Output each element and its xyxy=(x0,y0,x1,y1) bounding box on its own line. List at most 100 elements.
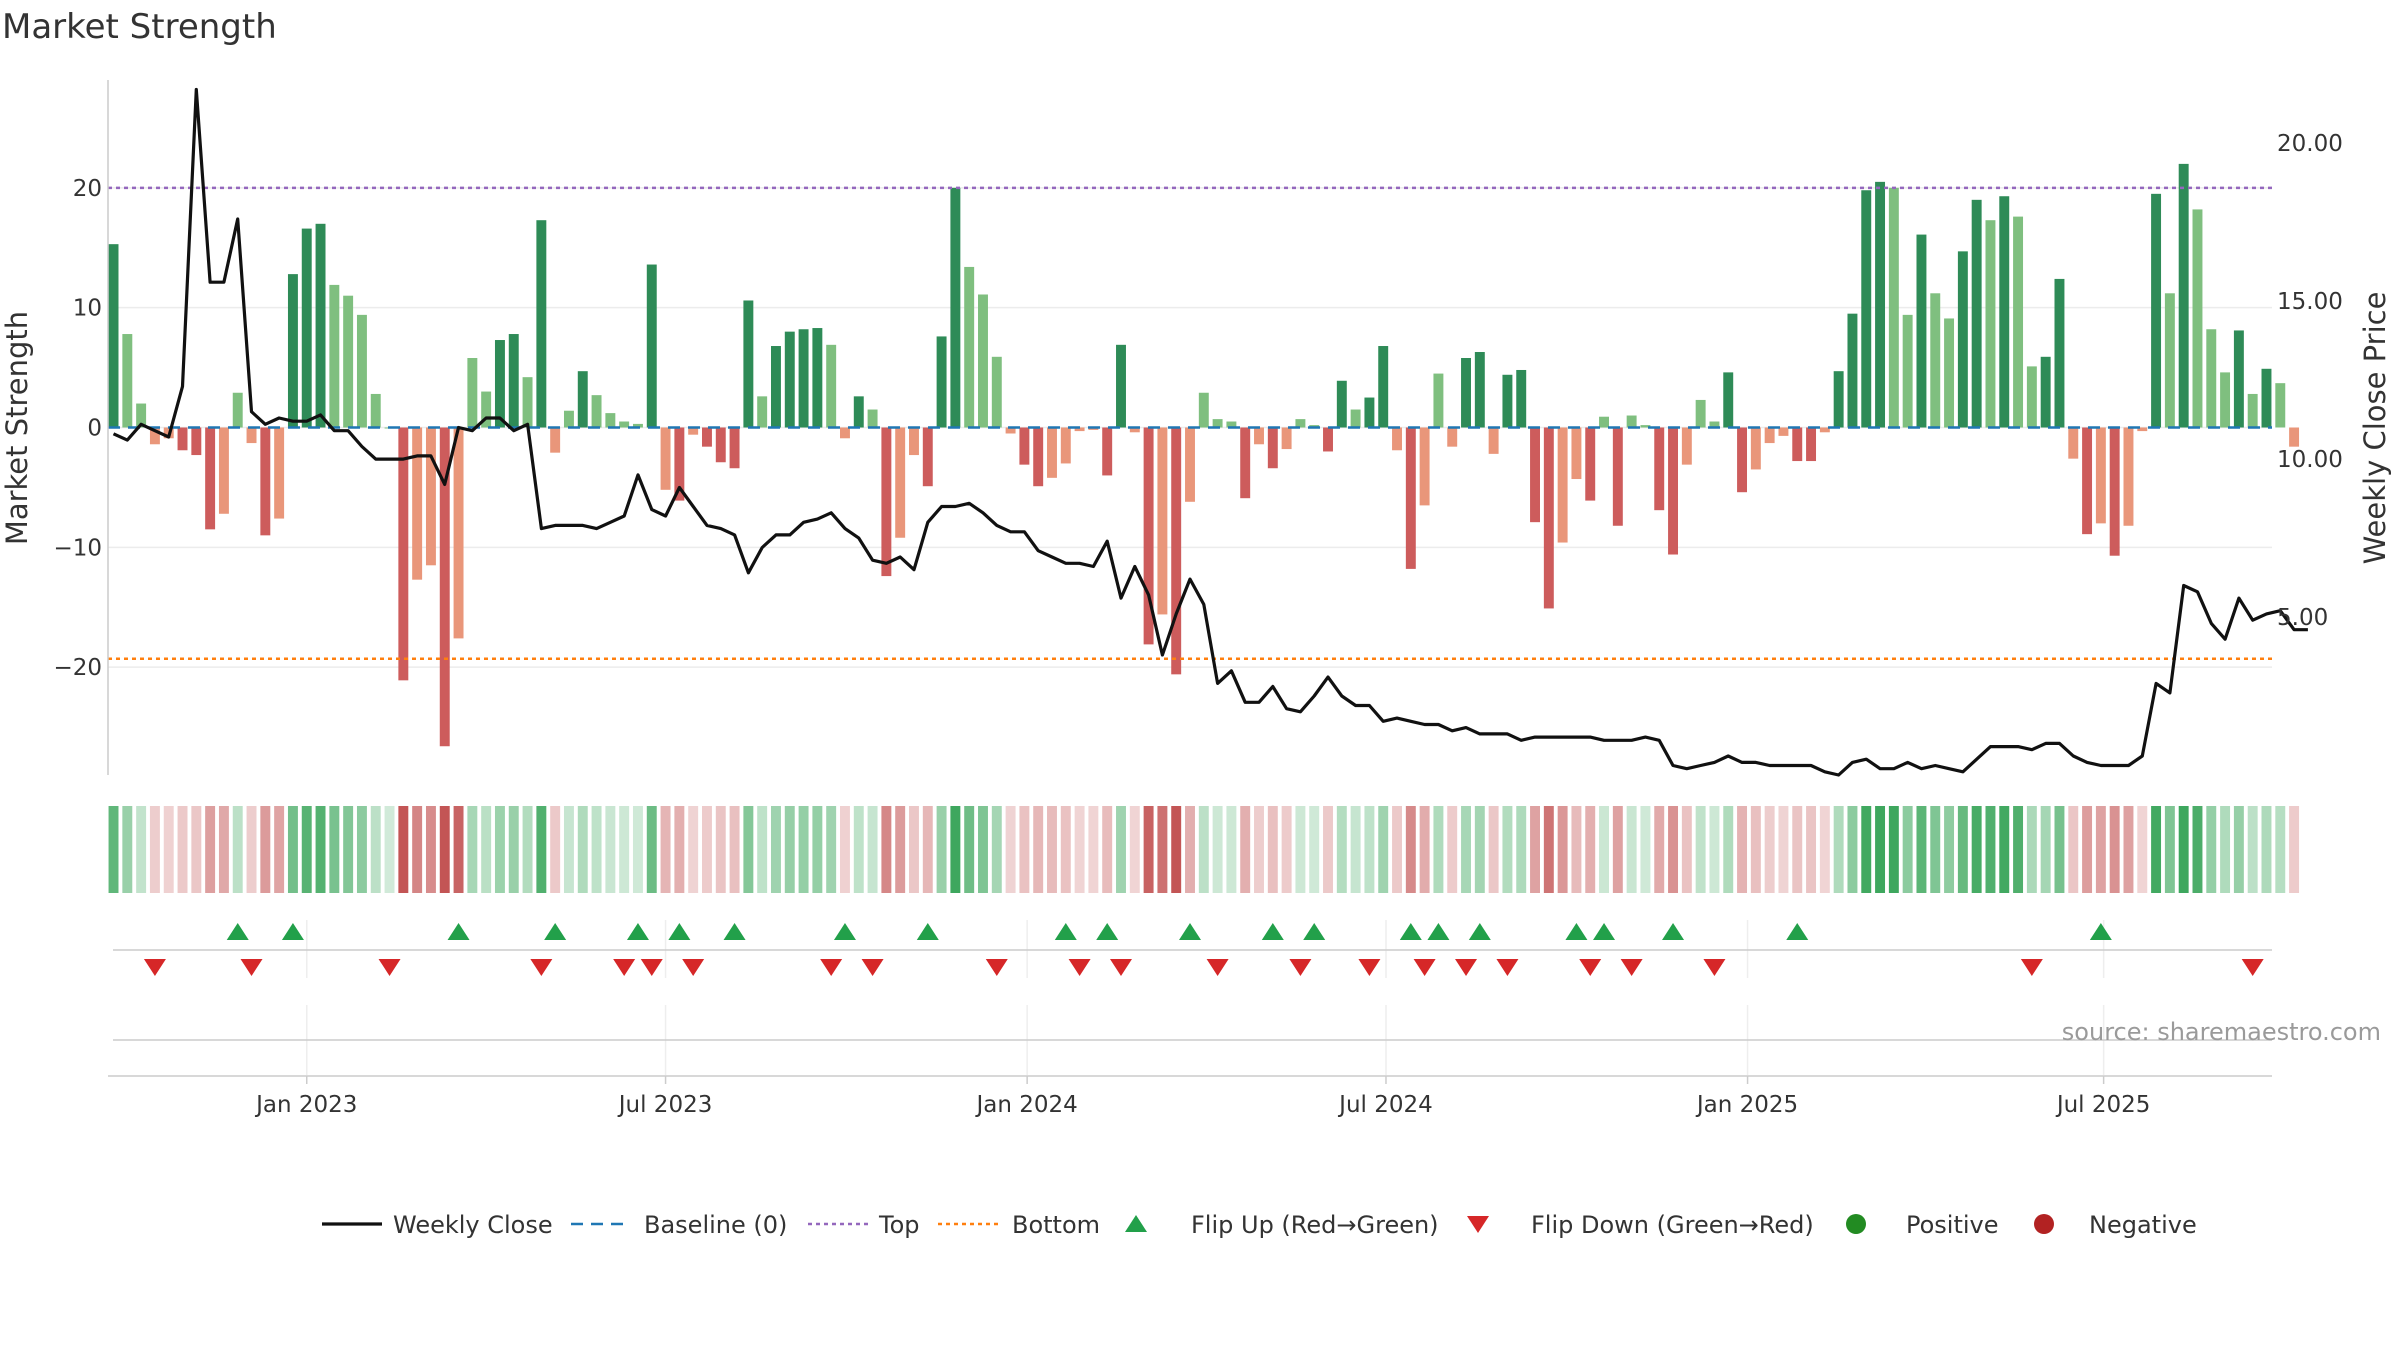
heat-cell xyxy=(1957,806,1968,893)
strength-bar xyxy=(632,423,643,428)
strength-bar xyxy=(2220,372,2231,428)
strength-bar xyxy=(743,300,754,428)
strength-bar xyxy=(826,344,837,428)
strength-bar xyxy=(467,358,478,428)
flip-up-marker xyxy=(1096,923,1119,940)
flip-down-marker xyxy=(240,959,263,976)
strength-bar xyxy=(1336,380,1347,428)
strength-bar xyxy=(1129,427,1140,433)
strength-bar xyxy=(701,427,712,447)
strength-bar xyxy=(108,244,119,428)
strength-bar xyxy=(1957,251,1968,428)
strength-bar xyxy=(688,427,699,435)
strength-bar xyxy=(1654,427,1665,511)
strength-bar xyxy=(1047,427,1057,478)
heat-cell xyxy=(1626,806,1637,893)
heat-cell xyxy=(2261,806,2272,893)
heat-cell xyxy=(1323,806,1333,893)
strength-bar xyxy=(1875,181,1886,428)
reference-lines xyxy=(108,186,2272,661)
x-tick-label: Jul 2024 xyxy=(1337,1092,1433,1118)
flip-up-marker xyxy=(1468,923,1491,940)
flip-up-marker xyxy=(668,923,691,940)
strength-bar xyxy=(1806,427,1817,462)
heat-cell xyxy=(1336,806,1347,893)
heat-cell xyxy=(2220,806,2231,893)
x-tick-label: Jul 2025 xyxy=(2055,1092,2151,1118)
heat-cell xyxy=(384,806,395,893)
heat-cell xyxy=(301,806,312,893)
heat-cell xyxy=(674,806,685,893)
strength-bar xyxy=(2289,427,2300,447)
strength-bar xyxy=(2013,216,2024,428)
heat-cell xyxy=(481,806,492,893)
heat-cell xyxy=(1405,806,1416,893)
heat-cell xyxy=(2109,806,2120,893)
strength-bar xyxy=(2233,330,2244,428)
heat-cell xyxy=(260,806,271,893)
legend-label-flip_up: Flip Up (Red→Green) xyxy=(1191,1211,1439,1239)
strength-bar xyxy=(1254,427,1264,445)
heat-cell xyxy=(1088,806,1099,893)
heat-cell xyxy=(2151,806,2162,893)
strength-bar xyxy=(1433,373,1444,428)
strength-bar xyxy=(757,396,768,428)
strength-bar xyxy=(453,427,464,639)
heat-cell xyxy=(1585,806,1596,893)
heat-cell xyxy=(508,806,519,893)
strength-bar xyxy=(287,274,298,428)
flip-up-marker xyxy=(1303,923,1326,940)
flip-down-marker xyxy=(1496,959,1519,976)
heat-cell xyxy=(550,806,561,893)
strength-bar xyxy=(508,334,519,428)
flip-up-marker xyxy=(544,923,567,940)
strength-bar xyxy=(1461,358,1471,428)
heat-cell xyxy=(1226,806,1237,893)
heat-cell xyxy=(909,806,919,893)
strength-bar xyxy=(922,427,933,487)
heat-cell xyxy=(1074,806,1085,893)
strength-bar xyxy=(1074,427,1085,432)
heat-cell xyxy=(398,806,409,893)
flip-down-marker xyxy=(613,959,636,976)
strength-bar xyxy=(177,427,188,451)
y-axis-label-left: Market Strength xyxy=(0,311,34,545)
flip-down-marker xyxy=(682,959,705,976)
strength-bar xyxy=(1116,344,1126,428)
heat-cell xyxy=(412,806,423,893)
heat-cell xyxy=(1654,806,1665,893)
heat-cell xyxy=(2192,806,2203,893)
strength-bar xyxy=(2054,278,2065,428)
flip-up-marker xyxy=(2089,923,2112,940)
strength-bar xyxy=(2206,329,2217,428)
heat-cell xyxy=(1668,806,1679,893)
strength-bar xyxy=(1350,409,1361,428)
y-tick-label-right: 15.00 xyxy=(2277,289,2343,315)
strength-bars xyxy=(108,163,2300,747)
strength-bar xyxy=(1323,427,1333,452)
strength-bar xyxy=(1005,427,1016,434)
heat-cell xyxy=(522,806,533,893)
strength-bar xyxy=(205,427,216,530)
heat-cell xyxy=(1350,806,1361,893)
strength-bar xyxy=(1723,372,1734,428)
heat-cell xyxy=(1723,806,1734,893)
strength-bar xyxy=(1226,421,1237,428)
heat-cell xyxy=(964,806,975,893)
heat-cell xyxy=(205,806,216,893)
heat-cell xyxy=(771,806,781,893)
heat-cell xyxy=(798,806,809,893)
heat-cell xyxy=(1171,806,1182,893)
heat-cell xyxy=(701,806,712,893)
x-tick-label: Jan 2023 xyxy=(254,1092,357,1118)
strength-bar xyxy=(343,295,354,428)
heat-cell xyxy=(1419,806,1430,893)
heat-cell xyxy=(978,806,988,893)
strength-bar xyxy=(2095,427,2106,524)
strength-bar xyxy=(370,393,381,428)
strength-bar xyxy=(1833,371,1844,428)
flip-down-marker xyxy=(1620,959,1643,976)
price-series xyxy=(112,87,2308,777)
strength-bar xyxy=(1888,187,1899,428)
